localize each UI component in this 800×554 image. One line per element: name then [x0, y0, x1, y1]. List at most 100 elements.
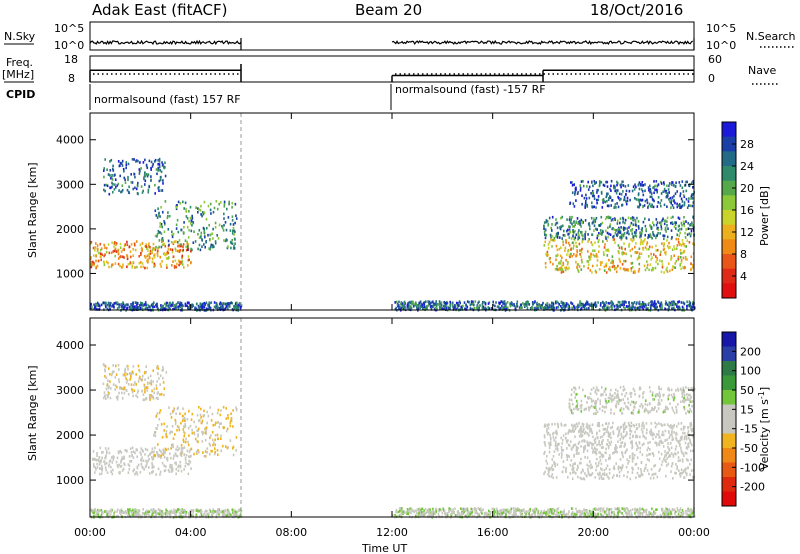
echo-cell [617, 230, 620, 233]
echo-cell [110, 387, 112, 390]
echo-cell [158, 454, 161, 457]
echo-cell [152, 369, 154, 372]
echo-cell [503, 511, 506, 514]
echo-cell [692, 429, 695, 432]
echo-cell [473, 514, 476, 518]
echo-cell [567, 305, 569, 308]
echo-cell [136, 302, 139, 305]
echo-cell [567, 303, 570, 307]
echo-cell [680, 256, 682, 259]
echo-cell [655, 236, 657, 240]
echo-cell [659, 232, 661, 235]
echo-cell [155, 414, 158, 418]
echo-cell [164, 302, 166, 306]
echo-cell [109, 459, 112, 462]
echo-cell [590, 429, 593, 432]
echo-cell [602, 301, 604, 304]
echo-cell [572, 425, 575, 428]
echo-cell [668, 425, 671, 428]
echo-cell [108, 460, 111, 463]
echo-cell [638, 306, 641, 309]
echo-cell [548, 240, 551, 244]
echo-cell [636, 456, 639, 459]
echo-cell [165, 304, 168, 307]
echo-cell [627, 470, 629, 474]
echo-cell [679, 387, 682, 391]
echo-cell [588, 255, 590, 259]
echo-cell [164, 450, 166, 453]
echo-cell [665, 454, 667, 457]
echo-cell [675, 181, 677, 184]
echo-cell [150, 175, 152, 178]
echo-cell [679, 443, 681, 446]
echo-cell [418, 301, 420, 305]
echo-cell [141, 389, 144, 393]
echo-cell [516, 508, 519, 512]
echo-cell [676, 425, 678, 428]
echo-cell [151, 394, 154, 398]
echo-cell [455, 307, 457, 311]
echo-cell [138, 261, 141, 265]
freq-unit-label: [MHz] [2, 68, 34, 81]
echo-cell [561, 449, 563, 452]
echo-cell [591, 431, 593, 435]
echo-cell [570, 447, 573, 450]
echo-cell [136, 184, 139, 188]
echo-cell [232, 445, 235, 449]
echo-cell [604, 427, 606, 431]
echo-cell [576, 447, 578, 451]
echo-cell [492, 300, 494, 304]
echo-cell [549, 436, 552, 440]
echo-cell [158, 165, 161, 169]
echo-cell [193, 230, 195, 233]
echo-cell [170, 470, 173, 473]
echo-cell [666, 270, 669, 273]
echo-cell [204, 245, 206, 249]
echo-cell [118, 391, 120, 395]
echo-cell [162, 365, 164, 369]
echo-cell [215, 301, 218, 305]
echo-cell [572, 468, 575, 471]
echo-cell [611, 199, 614, 202]
echo-cell [502, 300, 505, 304]
echo-cell [652, 303, 654, 306]
echo-cell [152, 457, 155, 460]
echo-cell [623, 303, 625, 306]
echo-cell [622, 455, 624, 459]
echo-cell [148, 393, 151, 397]
echo-cell [563, 304, 566, 308]
echo-cell [143, 303, 146, 306]
echo-cell [611, 303, 614, 306]
power-heatmap [90, 113, 696, 312]
echo-cell [690, 232, 693, 236]
echo-cell [613, 228, 616, 231]
echo-cell [123, 248, 125, 252]
echo-cell [580, 307, 583, 310]
echo-cell [632, 223, 635, 226]
echo-cell [106, 451, 108, 455]
echo-cell [593, 406, 596, 409]
echo-cell [157, 372, 159, 376]
echo-cell [120, 162, 123, 165]
echo-cell [202, 431, 205, 434]
echo-cell [432, 512, 435, 516]
echo-cell [621, 180, 624, 184]
echo-cell [183, 430, 185, 433]
echo-cell [657, 201, 659, 204]
echo-cell [626, 432, 628, 436]
echo-cell [235, 214, 237, 217]
echo-cell [225, 417, 228, 420]
echo-cell [666, 235, 669, 239]
echo-cell [583, 432, 586, 435]
echo-cell [593, 197, 596, 200]
echo-cell [668, 241, 670, 245]
echo-cell [600, 467, 602, 470]
echo-cell [690, 427, 692, 431]
echo-cell [647, 255, 650, 258]
echo-cell [583, 307, 586, 310]
echo-cell [560, 266, 563, 269]
echo-cell [579, 300, 581, 303]
echo-cell [620, 445, 623, 448]
echo-cell [187, 306, 189, 310]
echo-cell [129, 261, 132, 264]
